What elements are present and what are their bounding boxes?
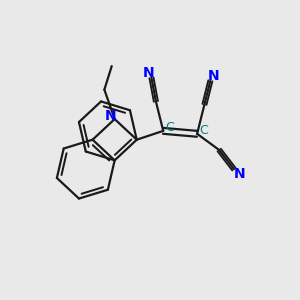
Text: C: C xyxy=(199,124,208,137)
Text: N: N xyxy=(208,68,219,83)
Text: C: C xyxy=(165,122,174,134)
Text: N: N xyxy=(143,66,154,80)
Text: N: N xyxy=(104,109,116,123)
Text: N: N xyxy=(233,167,245,181)
